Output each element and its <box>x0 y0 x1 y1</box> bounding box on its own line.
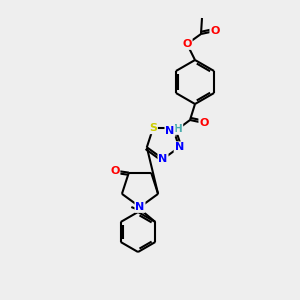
Text: O: O <box>210 26 220 36</box>
Text: O: O <box>110 166 119 176</box>
Text: N: N <box>135 202 145 212</box>
Text: O: O <box>182 39 192 49</box>
Text: N: N <box>175 142 184 152</box>
Text: N: N <box>158 154 168 164</box>
Text: N: N <box>165 126 175 136</box>
Text: O: O <box>199 118 209 128</box>
Text: S: S <box>149 123 157 133</box>
Text: H: H <box>174 124 182 134</box>
